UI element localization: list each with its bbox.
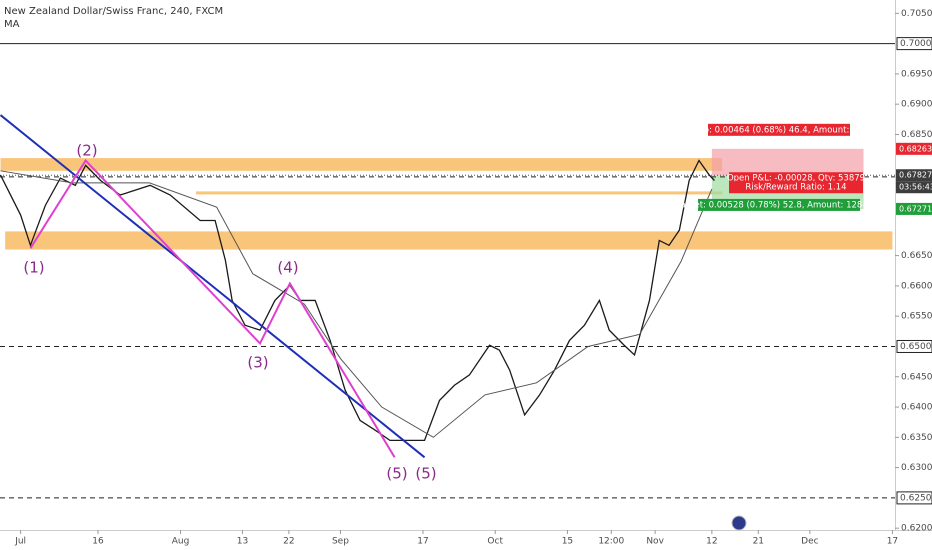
x-tick-label: Sep: [332, 537, 349, 547]
x-tick-label: 16: [92, 537, 104, 547]
legend-entry: MA: [4, 19, 20, 30]
x-tick-label: 21: [753, 537, 764, 547]
position-label: Open P&L: -0.00028, Qty: 53879: [727, 174, 865, 184]
plot: [0, 43, 895, 499]
x-tick-label: Jul: [14, 537, 26, 547]
price-tag: 0.67271: [899, 204, 932, 213]
level-tag-box: [896, 491, 932, 505]
wave-label: (5): [415, 465, 436, 483]
x-tick-label: Dec: [801, 537, 818, 547]
countdown-box: [896, 181, 932, 194]
price-tag-box: [896, 202, 932, 215]
wave-line: [29, 158, 396, 458]
y-tick-label: 0.70500: [901, 9, 932, 19]
price-tag-box: [896, 142, 932, 155]
price-tag: 0.68263: [899, 144, 932, 153]
wave-label: (2): [76, 142, 97, 160]
x-tick-label: 12: [706, 537, 717, 547]
x-tick-label: 12:00: [598, 537, 624, 547]
x-tick-label: 13: [237, 537, 248, 547]
position-label: Target: 0.00528 (0.78%) 52.8, Amount: 12…: [676, 200, 882, 210]
zone: [5, 231, 893, 250]
ma-line: [0, 170, 713, 438]
x-tick-label: 17: [417, 537, 428, 547]
countdown: 03:56:43: [899, 183, 932, 192]
position-label: Stop: 0.00464 (0.68%) 46.4, Amount: 750: [690, 125, 869, 135]
chart-title: New Zealand Dollar/Swiss Franc, 240, FXC…: [4, 6, 223, 17]
level-tag-box: [896, 37, 932, 51]
level-tag-box: [896, 339, 932, 353]
position-label: Risk/Reward Ratio: 1.14: [745, 183, 846, 193]
x-tick-label: 15: [562, 537, 573, 547]
icon[interactable]: [731, 515, 747, 531]
price-tag: 0.67827: [899, 171, 932, 180]
position-label-box: [729, 181, 863, 194]
trendline: [0, 114, 426, 459]
x-tick-label: Nov: [646, 537, 664, 547]
x-tick-label: Aug: [172, 537, 190, 547]
stop-area: [711, 148, 864, 176]
wave-label: (5): [386, 465, 407, 483]
wave-label: (1): [23, 259, 44, 277]
wave-label: (3): [247, 354, 268, 372]
zone: [196, 191, 723, 195]
x-tick-label: 22: [283, 537, 294, 547]
x-tick-label: Oct: [487, 537, 503, 547]
level-tag: 0.62500: [900, 493, 932, 503]
wave-label: (4): [277, 259, 298, 277]
position-label-box: [698, 198, 860, 211]
price-tag-box: [896, 169, 932, 182]
price-line: [0, 159, 715, 442]
position-label-box: [708, 123, 850, 136]
zone: [0, 158, 723, 171]
x-tick-label: 17: [887, 537, 898, 547]
